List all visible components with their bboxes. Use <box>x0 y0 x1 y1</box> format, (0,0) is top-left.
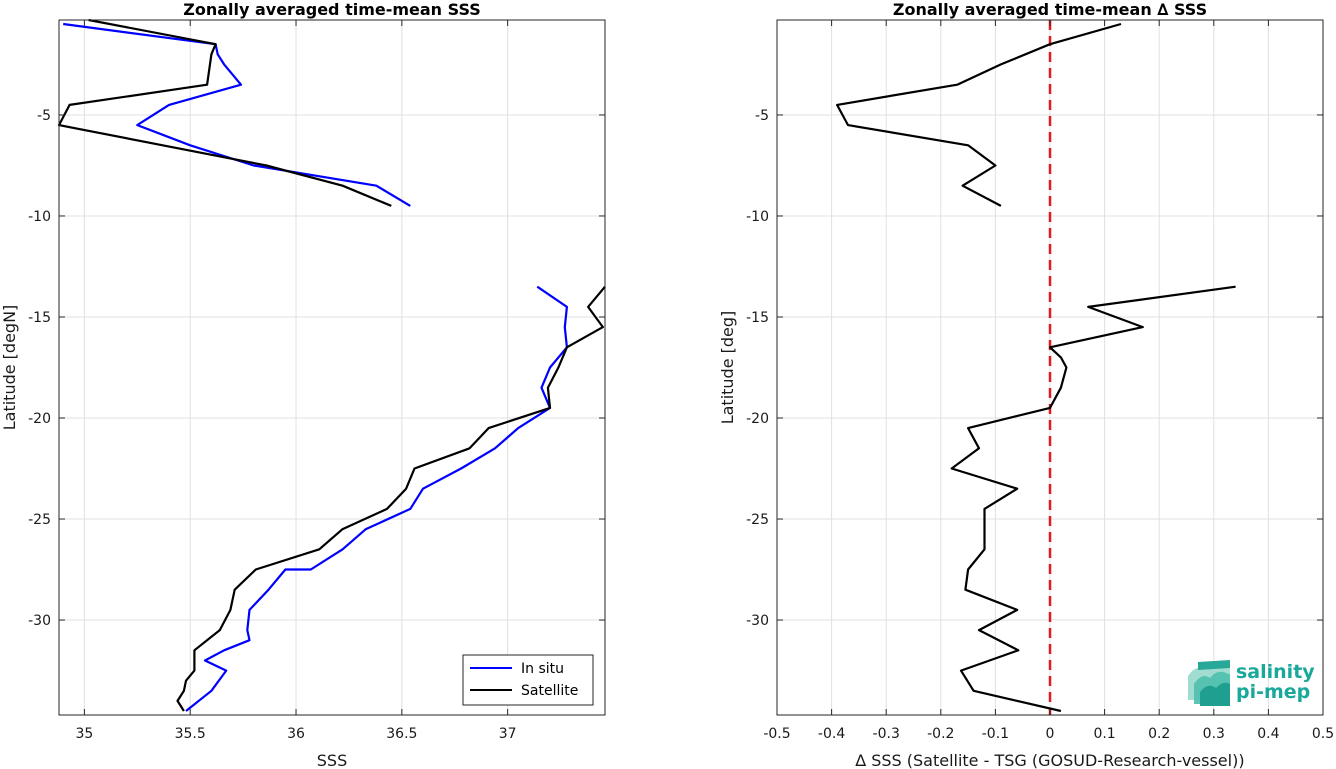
chart-title: Zonally averaged time-mean SSS <box>183 0 481 19</box>
y-tick-label: -15 <box>746 310 769 326</box>
series-line-satellite <box>176 285 606 712</box>
x-tick-label: 37 <box>499 726 517 742</box>
y-tick-label: -15 <box>28 310 51 326</box>
series-line-delta-sss <box>835 22 1122 207</box>
legend-label-in-situ: In situ <box>521 661 564 677</box>
x-tick-label: 36.5 <box>386 726 417 742</box>
x-tick-label: -0.4 <box>818 726 845 742</box>
x-axis-label: ∆ SSS (Satellite - TSG (GOSUD-Research-v… <box>854 751 1244 769</box>
y-tick-label: -10 <box>28 209 51 225</box>
legend-label-satellite: Satellite <box>521 683 578 699</box>
y-tick-label: -5 <box>755 108 769 124</box>
series-line-delta-sss <box>950 285 1236 713</box>
right-chart-panel: -0.5 -0.4 -0.3 -0.2 -0.1 0 0.1 0.2 0.3 0.4 0.5 -5 -1… <box>718 0 1334 769</box>
x-tick-label: -0.2 <box>927 726 954 742</box>
salinity-pi-mep-logo: salinity pi-mep <box>1188 660 1315 706</box>
series-line-in-situ <box>185 285 569 712</box>
x-tick-label: 0.4 <box>1257 726 1279 742</box>
y-tick-label: -30 <box>746 613 769 629</box>
y-axis-label: Latitude [degN] <box>0 305 19 431</box>
x-tick-label: 0.5 <box>1312 726 1334 742</box>
left-chart-panel: 35 35.5 36 36.5 37 -5 -10 -15 -20 -25 -30 Zonally a… <box>0 0 606 769</box>
y-tick-label: -20 <box>28 411 51 427</box>
y-tick-label: -20 <box>746 411 769 427</box>
x-tick-label: -0.3 <box>873 726 900 742</box>
y-tick-label: -5 <box>37 108 51 124</box>
x-tick-label: 35.5 <box>175 726 206 742</box>
y-tick-label: -25 <box>746 512 769 528</box>
legend-box <box>462 654 594 706</box>
x-tick-label: -0.1 <box>982 726 1009 742</box>
y-tick-label: -30 <box>28 613 51 629</box>
axes-frame <box>58 19 606 716</box>
x-tick-label: 0.2 <box>1148 726 1170 742</box>
chart-title: Zonally averaged time-mean ∆ SSS <box>893 0 1207 19</box>
logo-text-salinity: salinity <box>1236 661 1315 683</box>
x-tick-label: 0.3 <box>1203 726 1225 742</box>
x-tick-label: 35 <box>75 726 93 742</box>
x-axis-label: SSS <box>317 751 347 769</box>
x-tick-label: 36 <box>287 726 305 742</box>
y-tick-label: -10 <box>746 209 769 225</box>
plot-area <box>59 20 605 715</box>
x-tick-label: -0.5 <box>763 726 790 742</box>
logo-text-pi-mep: pi-mep <box>1236 681 1310 703</box>
legend: In situ Satellite <box>462 654 594 706</box>
x-tick-label: 0.1 <box>1093 726 1115 742</box>
y-tick-label: -25 <box>28 512 51 528</box>
wave-logo-icon <box>1188 660 1230 706</box>
x-tick-label: 0 <box>1046 726 1055 742</box>
y-axis-label: Latitude [deg] <box>718 311 737 425</box>
